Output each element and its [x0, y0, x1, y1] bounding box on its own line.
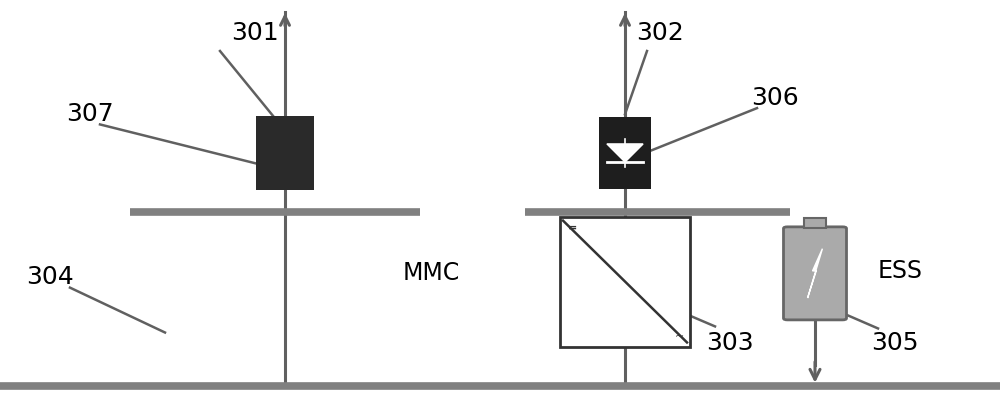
Text: 307: 307: [66, 102, 114, 126]
Text: 301: 301: [231, 21, 279, 44]
Text: =: =: [568, 223, 577, 233]
Text: 303: 303: [706, 331, 754, 355]
Bar: [599, 118, 651, 188]
Text: ~: ~: [675, 333, 684, 342]
FancyBboxPatch shape: [784, 227, 846, 320]
Text: 305: 305: [871, 331, 919, 355]
Bar: [804, 218, 826, 228]
Bar: [256, 116, 314, 190]
Text: MMC: MMC: [403, 262, 460, 285]
Text: 304: 304: [26, 266, 74, 289]
Text: 306: 306: [751, 86, 799, 110]
Text: ESS: ESS: [878, 259, 923, 283]
Polygon shape: [607, 144, 643, 162]
Text: 302: 302: [636, 21, 684, 44]
Bar: [560, 217, 690, 346]
Polygon shape: [808, 248, 822, 298]
